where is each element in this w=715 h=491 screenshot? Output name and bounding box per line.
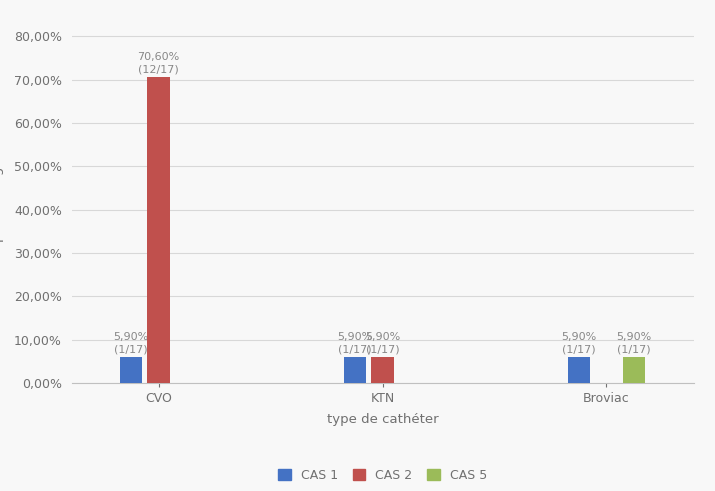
Bar bbox=[147, 77, 169, 383]
Text: 5,90%
(1/17): 5,90% (1/17) bbox=[365, 332, 400, 355]
Bar bbox=[371, 357, 394, 383]
X-axis label: type de cathéter: type de cathéter bbox=[327, 413, 438, 426]
Legend: CAS 1, CAS 2, CAS 5: CAS 1, CAS 2, CAS 5 bbox=[272, 463, 493, 489]
Text: 5,90%
(1/17): 5,90% (1/17) bbox=[616, 332, 651, 355]
Bar bbox=[344, 357, 366, 383]
Bar bbox=[120, 357, 142, 383]
Text: 5,90%
(1/17): 5,90% (1/17) bbox=[337, 332, 373, 355]
Text: 5,90%
(1/17): 5,90% (1/17) bbox=[561, 332, 597, 355]
Y-axis label: pourcentage: pourcentage bbox=[0, 157, 3, 241]
Text: 5,90%
(1/17): 5,90% (1/17) bbox=[114, 332, 149, 355]
Bar bbox=[623, 357, 645, 383]
Text: 70,60%
(12/17): 70,60% (12/17) bbox=[137, 52, 179, 74]
Bar bbox=[568, 357, 591, 383]
